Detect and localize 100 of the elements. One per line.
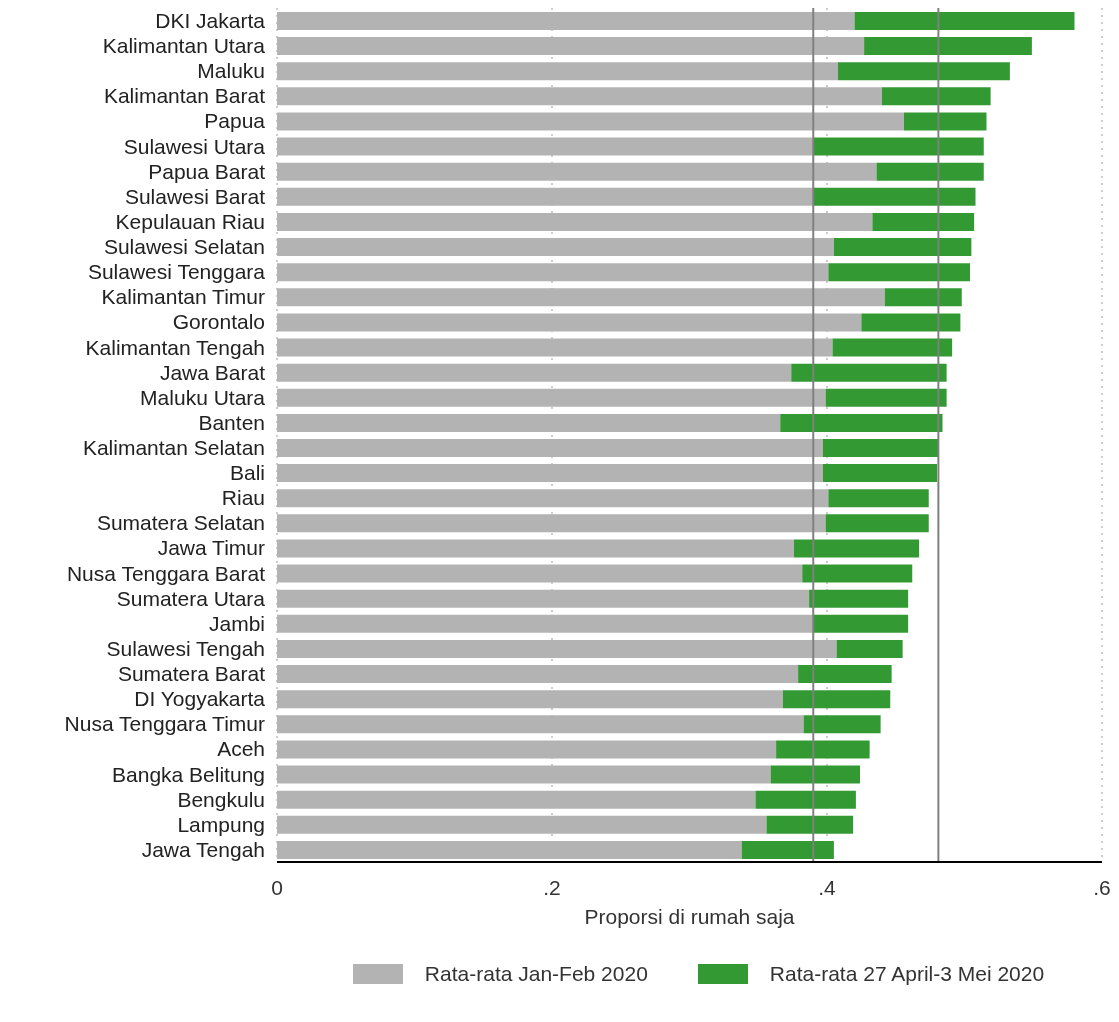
y-tick-label: Jawa Tengah	[141, 837, 265, 861]
bar	[794, 539, 920, 558]
y-tick-label: Sumatera Barat	[117, 662, 266, 686]
bar	[277, 413, 781, 432]
y-tick-label: Bangka Belitung	[112, 762, 265, 786]
bar	[755, 790, 856, 809]
y-tick-label: Sulawesi Tengah	[106, 636, 265, 660]
bar	[838, 62, 1010, 81]
bar	[277, 363, 792, 382]
bar	[277, 815, 767, 834]
x-tick-label: .2	[543, 875, 561, 899]
bar	[803, 715, 881, 734]
bar	[813, 137, 984, 156]
bar	[277, 665, 799, 684]
bar	[277, 765, 771, 784]
y-tick-label: Banten	[198, 410, 265, 434]
bar	[277, 137, 814, 156]
y-tick-label: Maluku Utara	[140, 385, 266, 409]
y-tick-label: Kepulauan Riau	[115, 209, 265, 233]
bar	[277, 263, 829, 282]
bar	[783, 690, 891, 709]
bar	[832, 338, 953, 357]
y-tick-label: Gorontalo	[172, 310, 265, 334]
y-tick-label: Bengkulu	[177, 787, 265, 811]
bar	[277, 388, 826, 407]
bar	[828, 263, 970, 282]
bar	[822, 464, 937, 483]
bar	[277, 439, 823, 457]
bar	[872, 212, 975, 231]
y-tick-label: Kalimantan Selatan	[82, 436, 265, 460]
bar	[825, 514, 929, 533]
y-tick-label: Kalimantan Tengah	[85, 335, 265, 359]
bar	[277, 690, 783, 709]
bar	[809, 589, 909, 608]
bar	[277, 288, 885, 307]
y-tick-label: Nusa Tenggara Timur	[64, 712, 265, 736]
y-tick-label: Sumatera Selatan	[96, 511, 265, 535]
bar	[766, 815, 854, 834]
bar	[277, 62, 838, 81]
x-tick-label: .4	[818, 875, 837, 899]
y-tick-label: DI Yogyakarta	[134, 687, 266, 711]
bar	[277, 112, 904, 131]
bar	[277, 212, 873, 231]
bar	[277, 564, 803, 583]
bar	[836, 639, 903, 658]
bar	[277, 740, 777, 759]
bar	[277, 338, 833, 357]
bar	[822, 439, 939, 457]
bar	[776, 740, 870, 759]
bar	[277, 715, 804, 734]
y-tick-label: Jawa Barat	[159, 360, 266, 384]
y-tick-label: Riau	[221, 486, 265, 510]
y-tick-label: Bali	[229, 461, 265, 485]
bar	[770, 765, 860, 784]
bar	[277, 464, 823, 483]
bar	[904, 112, 987, 131]
bar	[876, 162, 984, 181]
bar	[277, 12, 855, 30]
bar	[780, 413, 943, 432]
y-tick-label: Nusa Tenggara Barat	[66, 561, 266, 585]
bar	[277, 87, 882, 106]
bar	[825, 388, 947, 407]
bar	[828, 489, 929, 508]
bar	[884, 288, 962, 307]
bar	[791, 363, 947, 382]
y-tick-label: Kalimantan Barat	[103, 84, 266, 108]
y-tick-label: DKI Jakarta	[155, 9, 266, 33]
bar	[277, 790, 756, 809]
y-tick-label: Jawa Timur	[157, 536, 266, 560]
bar	[864, 37, 1032, 56]
bar	[277, 614, 814, 633]
bar	[802, 564, 913, 583]
bar	[277, 539, 794, 558]
y-tick-label: Jambi	[208, 611, 265, 635]
bar	[277, 639, 837, 658]
y-tick-label: Kalimantan Utara	[102, 34, 266, 58]
x-tick-label: 0	[271, 875, 283, 899]
bar	[813, 614, 909, 633]
bar	[277, 187, 814, 206]
y-tick-label: Papua	[204, 109, 266, 133]
bar	[798, 665, 892, 684]
bar	[741, 840, 834, 859]
bar	[833, 238, 972, 257]
y-tick-label: Aceh	[217, 737, 265, 761]
legend-label: Rata-rata Jan-Feb 2020	[424, 962, 648, 986]
y-tick-label: Kalimantan Timur	[101, 285, 265, 309]
y-tick-label: Papua Barat	[148, 159, 266, 183]
bar	[861, 313, 961, 332]
bar	[813, 187, 976, 206]
bar	[882, 87, 991, 106]
bar	[277, 840, 742, 859]
y-tick-label: Sulawesi Barat	[124, 184, 266, 208]
bar	[277, 489, 829, 508]
legend-label: Rata-rata 27 April-3 Mei 2020	[769, 962, 1045, 986]
bar	[277, 514, 826, 533]
x-tick-label: .6	[1093, 875, 1111, 899]
bar	[277, 589, 810, 608]
y-tick-label: Lampung	[177, 812, 265, 836]
y-tick-label: Sulawesi Tenggara	[87, 260, 266, 284]
x-axis-title: Proporsi di rumah saja	[584, 905, 795, 928]
